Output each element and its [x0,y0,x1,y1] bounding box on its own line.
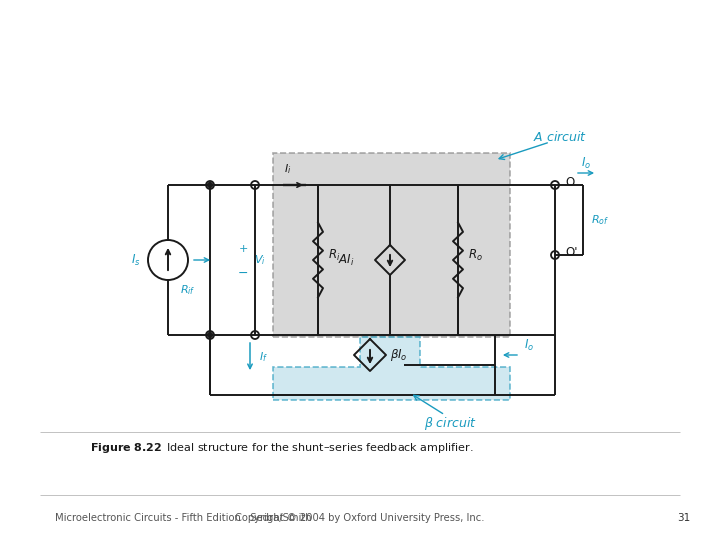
Text: $\beta$ circuit: $\beta$ circuit [423,415,477,431]
Text: $R_{of}$: $R_{of}$ [591,213,609,227]
Text: 31: 31 [677,513,690,523]
Text: $+$: $+$ [238,242,248,253]
Text: $\beta I_o$: $\beta I_o$ [390,347,408,363]
Text: $AI_i$: $AI_i$ [338,252,354,267]
Text: $V_i$: $V_i$ [254,253,266,267]
Circle shape [207,183,212,187]
Text: $I_o$: $I_o$ [524,338,534,353]
Text: $A$ circuit: $A$ circuit [533,130,587,144]
Text: O': O' [565,246,577,259]
Text: $-$: $-$ [238,266,248,279]
Text: $R_i$: $R_i$ [328,247,341,262]
Text: $\mathbf{Figure\ 8.22}$ Ideal structure for the shunt–series feedback amplifier.: $\mathbf{Figure\ 8.22}$ Ideal structure … [90,441,474,455]
Text: O: O [565,176,575,188]
Text: Copyright © 2004 by Oxford University Press, Inc.: Copyright © 2004 by Oxford University Pr… [235,513,485,523]
Circle shape [207,333,212,338]
Polygon shape [273,337,510,400]
Text: $R_o$: $R_o$ [468,247,483,262]
Text: $I_o$: $I_o$ [581,156,591,171]
Text: $I_s$: $I_s$ [131,252,141,267]
Text: $I_i$: $I_i$ [284,162,292,176]
Text: $I_f$: $I_f$ [259,350,268,364]
Text: $R_{if}$: $R_{if}$ [180,283,196,297]
Text: Microelectronic Circuits - Fifth Edition   Sedra/Smith: Microelectronic Circuits - Fifth Edition… [55,513,312,523]
Bar [273,153,510,337]
